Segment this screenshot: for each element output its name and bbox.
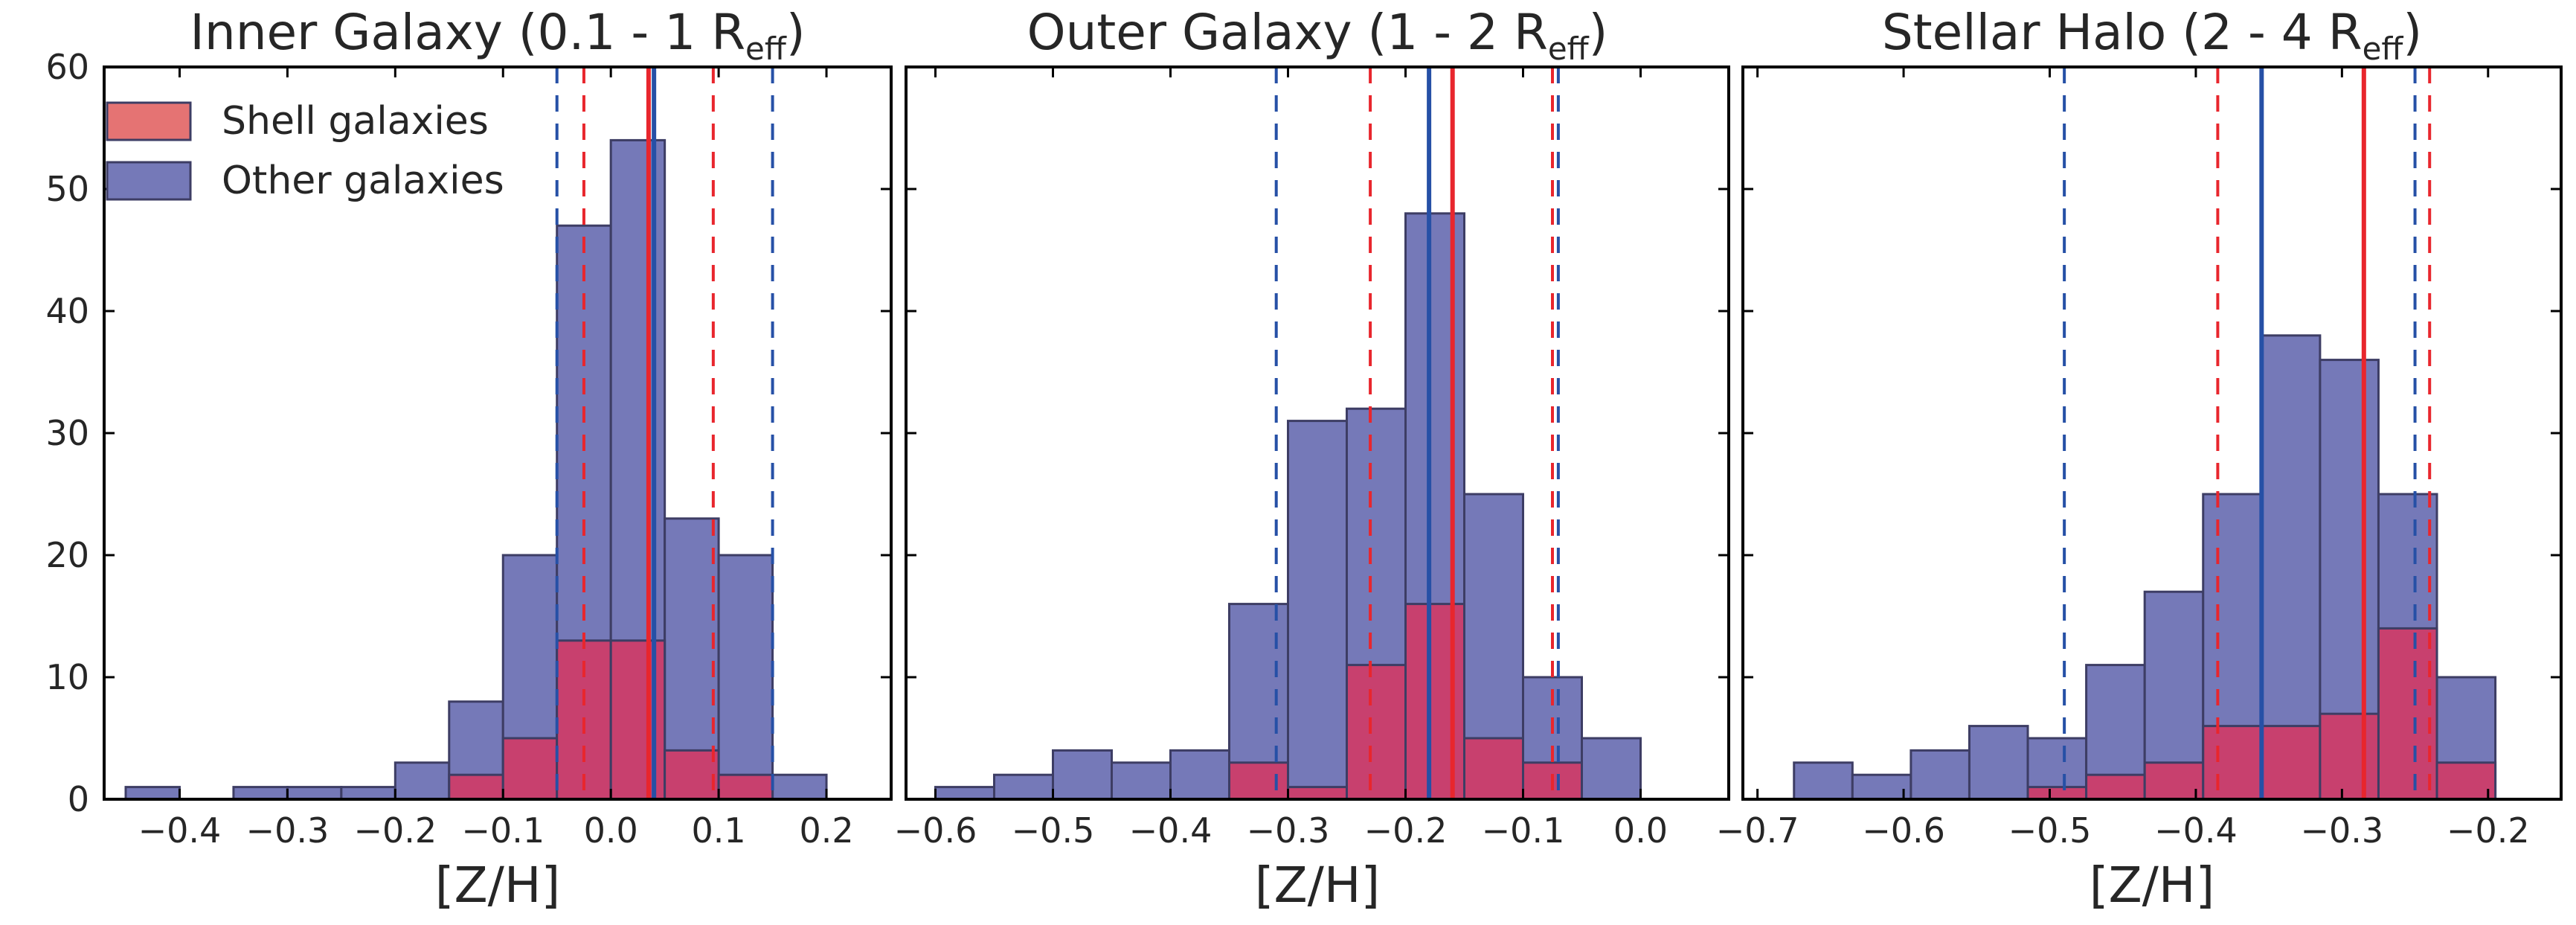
y-tick-label: 20	[45, 535, 89, 575]
legend: Shell galaxies Other galaxies	[106, 99, 504, 203]
x-axis-label: [Z/H]	[1255, 857, 1381, 914]
shell-galaxies-bar	[448, 773, 504, 799]
panel-2: −0.6 −0.5 −0.4 −0.3 −0.2 −0.1 0.0 Outer Galaxy …	[894, 4, 1730, 914]
plot-area	[1793, 67, 2497, 799]
other-galaxies-bar	[1909, 749, 1970, 799]
shell-galaxies-bar	[2085, 773, 2146, 799]
panel-title: Stellar Halo (2 - 4 Reff)	[1882, 4, 2422, 67]
shell-galaxies-bar	[664, 749, 720, 799]
shell-galaxies-bar	[717, 773, 774, 799]
other-galaxies-bar	[340, 786, 396, 799]
x-tick-label: 0.0	[584, 810, 638, 851]
y-tick-label: 60	[45, 47, 89, 87]
legend-label: Other galaxies	[222, 159, 504, 203]
x-tick-label: 0.1	[692, 810, 746, 851]
panel-title: Inner Galaxy (0.1 - 1 Reff)	[190, 4, 805, 67]
x-tick-label: −0.1	[1482, 810, 1565, 851]
title-text: Inner Galaxy (0.1 - 1 R	[190, 4, 745, 61]
x-tick-label: −0.4	[138, 810, 222, 851]
shell-galaxies-bar	[2143, 761, 2205, 799]
y-tick-label: 40	[45, 291, 89, 331]
other-galaxies-bar	[1968, 725, 2029, 799]
plot-area	[124, 67, 828, 799]
shell-galaxies-bar	[1346, 664, 1407, 799]
x-tick-label: −0.6	[1862, 810, 1945, 851]
x-tick-label: −0.6	[894, 810, 977, 851]
legend-label: Shell galaxies	[222, 99, 489, 144]
panel-3: −0.7 −0.6 −0.5 −0.4 −0.3 −0.2 Stellar Halo (2 …	[1716, 4, 2563, 914]
x-tick-label: −0.5	[1012, 810, 1095, 851]
title-end: )	[2403, 4, 2422, 61]
other-galaxies-bar	[771, 773, 828, 799]
other-galaxies-bar	[717, 554, 774, 799]
x-tick-label: −0.2	[353, 810, 437, 851]
y-tick-label: 10	[45, 657, 89, 697]
shell-galaxies-bar	[2377, 627, 2438, 799]
x-axis-label: [Z/H]	[435, 857, 561, 914]
x-axis-label: [Z/H]	[2090, 857, 2215, 914]
other-galaxies-bar	[286, 786, 343, 799]
shell-galaxies-bar	[501, 737, 559, 799]
x-tick-label: −0.2	[1364, 810, 1448, 851]
x-tick-label: −0.3	[2301, 810, 2384, 851]
shell-galaxies-bar	[2319, 712, 2380, 799]
shell-galaxies-bar	[609, 639, 667, 799]
x-tick-label: 0.2	[799, 810, 853, 851]
other-galaxies-bar	[1793, 761, 1854, 799]
other-galaxies-bar	[124, 786, 181, 799]
other-galaxies-bar	[1111, 761, 1172, 799]
title-subscript: eff	[1548, 31, 1590, 67]
x-tick-label: −0.2	[2447, 810, 2530, 851]
x-tick-label: −0.3	[246, 810, 330, 851]
x-tick-label: −0.7	[1716, 810, 1799, 851]
other-galaxies-bar	[232, 786, 289, 799]
x-tick-label: −0.4	[2154, 810, 2238, 851]
shell-galaxies-bar	[1404, 603, 1465, 799]
shell-galaxies-bar	[2026, 786, 2088, 799]
other-galaxies-bar	[2260, 334, 2322, 799]
y-tick-label: 50	[45, 169, 89, 209]
shell-galaxies-bar	[1463, 737, 1524, 799]
panel-title: Outer Galaxy (1 - 2 Reff)	[1027, 4, 1608, 67]
title-subscript: eff	[2363, 31, 2404, 67]
plot-area	[934, 67, 1642, 799]
shell-galaxies-bar	[2435, 761, 2497, 799]
x-tick-label: −0.4	[1129, 810, 1212, 851]
shell-galaxies-bar	[1228, 761, 1289, 799]
title-subscript: eff	[745, 31, 787, 67]
other-galaxies-bar	[1052, 749, 1113, 799]
panel-1: −0.4 −0.3 −0.2 −0.1 0.0 0.1 0.2 0 10 20 30 40 50 60 In…	[45, 4, 893, 914]
x-tick-label: 0.0	[1613, 810, 1668, 851]
other-galaxies-bar	[1287, 420, 1348, 799]
other-galaxies-bar	[934, 786, 995, 799]
legend-swatch	[106, 161, 192, 201]
other-galaxies-bar	[394, 761, 451, 799]
shell-galaxies-bar	[2260, 725, 2322, 799]
title-end: )	[786, 4, 806, 61]
x-tick-label: −0.1	[461, 810, 545, 851]
legend-swatch	[106, 101, 192, 141]
other-galaxies-bar	[1169, 749, 1230, 799]
shell-galaxies-bar	[1287, 786, 1348, 799]
x-tick-label: −0.3	[1247, 810, 1330, 851]
title-text: Outer Galaxy (1 - 2 R	[1027, 4, 1548, 61]
y-tick-label: 0	[68, 779, 89, 819]
other-galaxies-bar	[993, 773, 1054, 799]
other-galaxies-bar	[1581, 737, 1642, 799]
shell-galaxies-bar	[2202, 725, 2263, 799]
title-end: )	[1589, 4, 1608, 61]
other-galaxies-bar	[1851, 773, 1912, 799]
x-tick-label: −0.5	[2008, 810, 2092, 851]
y-tick-label: 30	[45, 413, 89, 453]
title-text: Stellar Halo (2 - 4 R	[1882, 4, 2363, 61]
